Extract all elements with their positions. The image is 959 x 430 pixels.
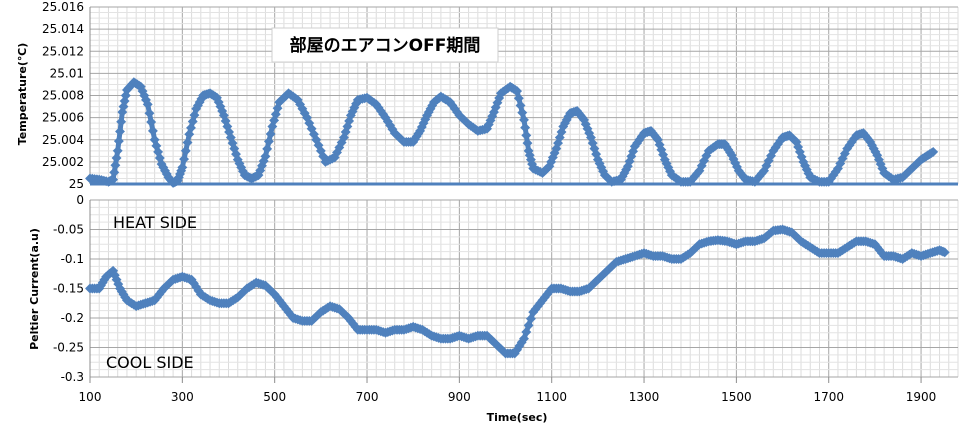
y-tick-label: 25.01: [50, 66, 84, 80]
top-y-axis-label: Temperature(℃): [16, 43, 29, 146]
x-tick-label: 300: [171, 390, 194, 404]
x-tick-label: 700: [356, 390, 379, 404]
data-point: [180, 145, 191, 156]
data-point: [928, 146, 939, 157]
data-layer: [85, 77, 958, 359]
heat-side-annotation: HEAT SIDE: [113, 213, 197, 232]
bottom-y-axis-label: Peltier Current(a.u): [28, 228, 41, 350]
y-tick-label: 25.008: [42, 89, 84, 103]
x-tick-label: 500: [263, 390, 286, 404]
chart-title: 部屋のエアコンOFF期間: [290, 35, 481, 56]
data-point: [144, 108, 155, 119]
y-tick-label: 0: [76, 193, 84, 207]
x-tick-label: 1100: [536, 390, 567, 404]
data-point: [262, 143, 273, 154]
y-tick-label: -0.3: [61, 370, 84, 384]
data-point: [177, 162, 188, 173]
x-axis-label: Time(sec): [487, 411, 548, 424]
y-tick-label: 25.004: [42, 133, 84, 147]
data-point: [521, 130, 532, 141]
data-point: [263, 136, 274, 147]
data-point: [115, 126, 125, 137]
data-point: [517, 107, 528, 118]
y-tick-label: -0.15: [53, 282, 84, 296]
data-point: [109, 167, 120, 178]
data-point: [265, 128, 276, 139]
data-point: [513, 93, 524, 104]
y-tick-label: 25.016: [42, 0, 84, 14]
data-point: [182, 137, 193, 148]
y-tick-label: -0.1: [61, 252, 84, 266]
data-point: [512, 86, 523, 97]
data-point: [110, 160, 121, 171]
y-tick-label: 25.014: [42, 22, 84, 36]
tick-layer: 25 25.002 25.004 25.006 25.008 25.01 25.012 25.…: [42, 0, 936, 404]
x-tick-label: 1900: [906, 390, 937, 404]
data-point: [179, 154, 190, 165]
data-point: [147, 125, 158, 136]
data-point: [939, 247, 950, 258]
y-tick-label: -0.25: [53, 341, 84, 355]
data-point: [515, 100, 526, 111]
x-tick-label: 1500: [721, 390, 752, 404]
y-tick-label: 25: [69, 177, 84, 191]
y-tick-label: 25.002: [42, 155, 84, 169]
y-tick-label: 25.006: [42, 111, 84, 125]
grid-layer: [89, 6, 959, 383]
data-point: [111, 153, 122, 163]
chart-title-box: [271, 27, 499, 63]
y-tick-label: -0.05: [53, 223, 84, 237]
data-point: [519, 114, 529, 125]
data-point: [146, 117, 157, 127]
data-point: [522, 138, 533, 149]
x-tick-label: 1700: [813, 390, 844, 404]
x-tick-label: 1300: [629, 390, 660, 404]
data-point: [520, 122, 531, 133]
y-tick-label: -0.2: [61, 311, 84, 325]
data-point: [113, 136, 124, 147]
data-point: [142, 99, 153, 110]
data-point: [260, 151, 271, 162]
y-tick-label: 25.012: [42, 44, 84, 58]
data-point: [116, 116, 127, 127]
cool-side-annotation: COOL SIDE: [106, 353, 194, 372]
x-tick-label: 100: [79, 390, 102, 404]
data-point: [112, 145, 123, 156]
x-tick-label: 900: [448, 390, 471, 404]
data-point: [108, 174, 119, 185]
